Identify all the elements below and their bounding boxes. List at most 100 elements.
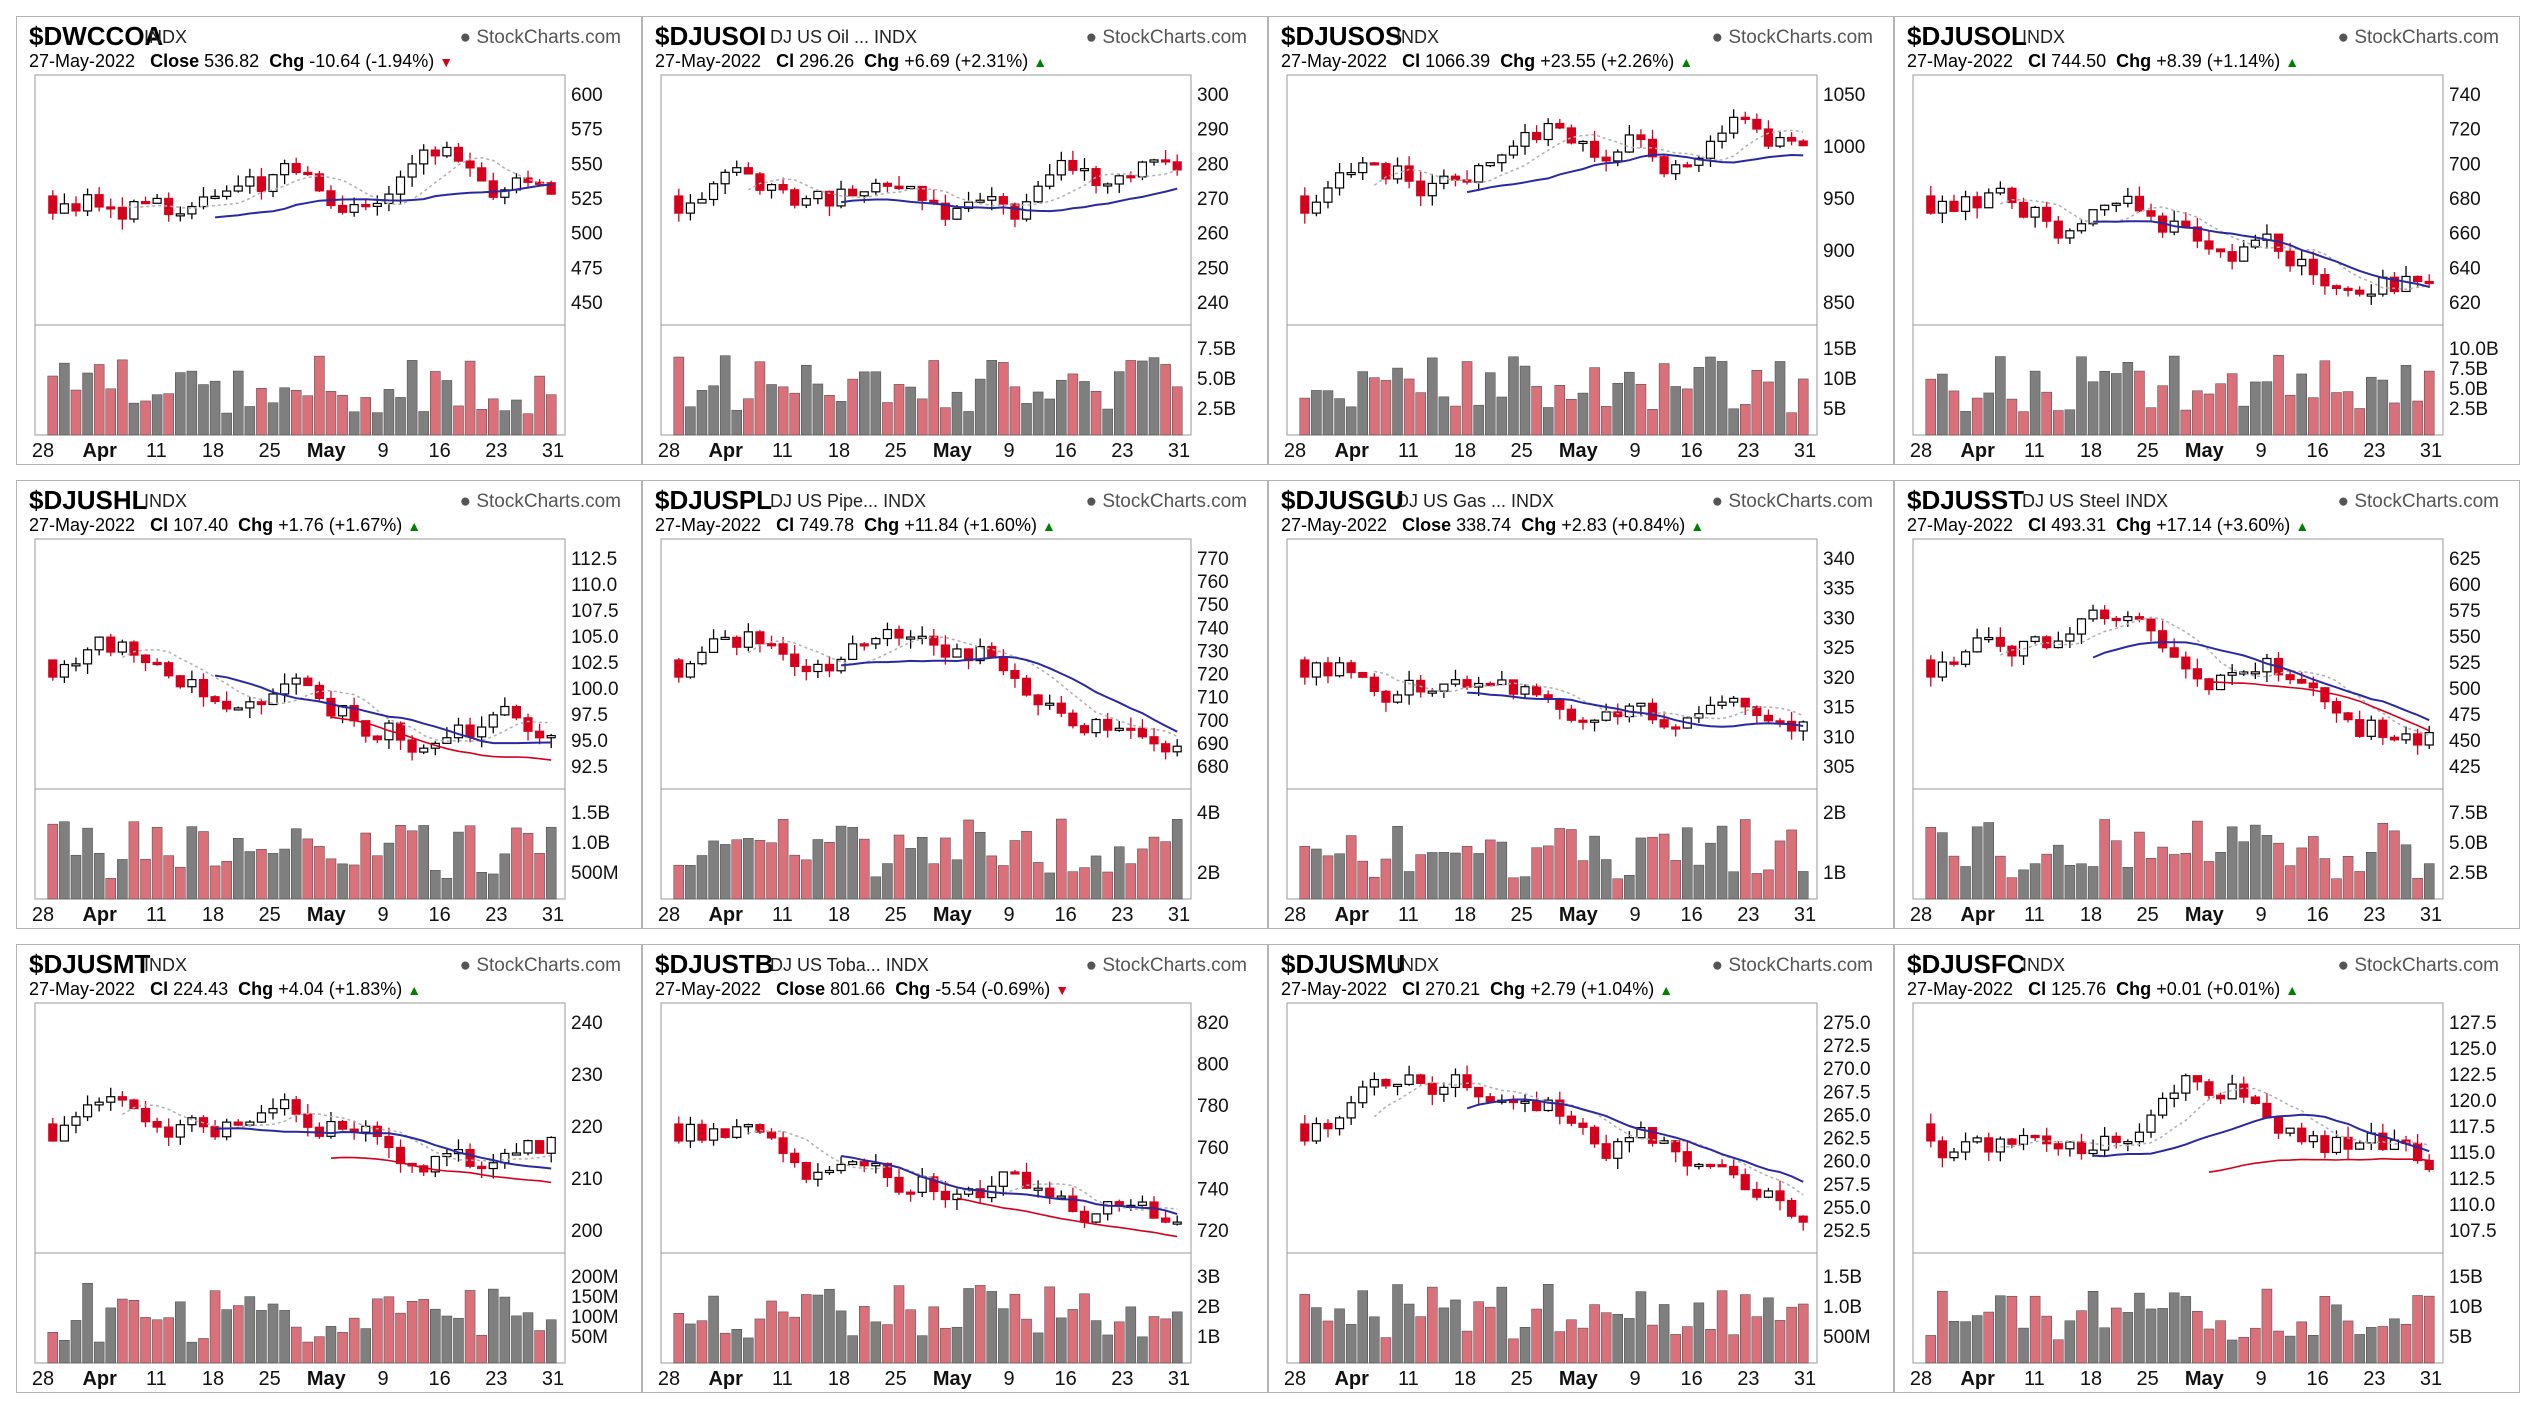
price-chart[interactable]: 820 800 780 760 740 720 3B 2B 1B 28 Apr 11 18 25 May 9 1… — [643, 945, 1269, 1394]
chart-panel[interactable]: $DJUSOL INDX ● StockCharts.com 27-May-2022 … — [1894, 16, 2520, 465]
candle-body — [917, 1176, 927, 1193]
y-tick-label: 315 — [1823, 698, 1855, 719]
candle-body — [268, 1107, 278, 1114]
brand-text: StockCharts.com — [476, 27, 621, 48]
triangle-up-icon: ▲ — [407, 518, 422, 534]
price-chart[interactable]: 1050 1000 950 900 850 15B 10B 5B 28 Apr 11 18 25 May 9… — [1269, 17, 1895, 466]
quote-info: 27-May-2022 Cl 270.21 Chg +2.79 (+1.04%)… — [1281, 979, 1673, 1000]
copyright-icon: ● — [1085, 955, 1098, 976]
candle-body — [2424, 732, 2434, 746]
stockcharts-brand[interactable]: ● StockCharts.com — [460, 955, 621, 977]
candle-body — [2331, 285, 2342, 290]
volume-bar — [1415, 1316, 1426, 1364]
stockcharts-brand[interactable]: ● StockCharts.com — [460, 491, 621, 513]
volume-bar — [801, 364, 812, 436]
stockcharts-brand[interactable]: ● StockCharts.com — [1712, 27, 1873, 49]
change-value: +2.83 (+0.84%) — [1561, 515, 1686, 535]
price-chart[interactable]: 300 290 280 270 260 250 240 7.5B 5.0B 2.5B 28 Apr 11… — [643, 17, 1269, 466]
volume-tick-label: 4B — [1197, 803, 1220, 824]
candle-body — [1694, 157, 1704, 166]
volume-bar — [441, 380, 453, 436]
volume-bar — [2319, 360, 2331, 436]
price-chart[interactable]: 127.5 125.0 122.5 120.0 117.5 115.0 112.5 110.0… — [1895, 945, 2521, 1394]
volume-bar — [940, 1327, 951, 1364]
y-tick-label: 1050 — [1823, 85, 1865, 106]
candle-body — [2297, 1127, 2307, 1143]
change-value: +8.39 (+1.14%) — [2156, 51, 2281, 71]
stockcharts-brand[interactable]: ● StockCharts.com — [460, 27, 621, 49]
price-chart[interactable]: 625 600 575 550 525 500 475 450 425 7.5B 5.0B 2.5B 2… — [1895, 481, 2521, 930]
volume-bar — [777, 386, 789, 436]
volume-bar — [1948, 390, 1960, 436]
chart-panel[interactable]: $DJUSOS INDX ● StockCharts.com 27-May-2022 … — [1268, 16, 1894, 465]
volume-bar — [1496, 396, 1508, 436]
volume-bar — [2099, 1327, 2110, 1364]
chart-panel[interactable]: $DJUSMU INDX ● StockCharts.com 27-May-2022 … — [1268, 944, 1894, 1393]
candle-body — [442, 146, 452, 157]
stockcharts-brand[interactable]: ● StockCharts.com — [1086, 491, 1247, 513]
plot-frame — [1286, 538, 1818, 900]
chart-panel[interactable]: $DJUSMT INDX ● StockCharts.com 27-May-2022 … — [16, 944, 642, 1393]
candle-body — [940, 644, 950, 658]
stockcharts-brand[interactable]: ● StockCharts.com — [2338, 955, 2499, 977]
chart-panel[interactable]: $DJUSFC INDX ● StockCharts.com 27-May-2022 … — [1894, 944, 2520, 1393]
candle-body — [952, 1193, 962, 1201]
stockcharts-brand[interactable]: ● StockCharts.com — [1086, 955, 1247, 977]
volume-bar — [534, 853, 545, 900]
candle-body — [1566, 708, 1576, 721]
volume-bar — [893, 384, 905, 436]
volume-bar — [2226, 826, 2238, 900]
stockcharts-brand[interactable]: ● StockCharts.com — [1086, 27, 1247, 49]
volume-bar — [1693, 367, 1705, 436]
candle-body — [2042, 206, 2052, 222]
x-tick-label: May — [307, 440, 347, 462]
candle-body — [453, 146, 464, 162]
stockcharts-brand[interactable]: ● StockCharts.com — [2338, 491, 2499, 513]
price-chart[interactable]: 112.5110.0107.5105.0102.5100.097.595.092… — [17, 481, 643, 930]
candle-body — [1103, 718, 1113, 731]
volume-tick-label: 10B — [1823, 369, 1857, 390]
volume-bar — [1056, 379, 1067, 436]
chart-panel[interactable]: $DJUSOI DJ US Oil ... INDX ● StockCharts.c… — [642, 16, 1268, 465]
chart-panel[interactable]: $DWCCOA INDX ● StockCharts.com 27-May-2022 … — [16, 16, 642, 465]
stockcharts-brand[interactable]: ● StockCharts.com — [1712, 955, 1873, 977]
y-tick-label: 730 — [1197, 641, 1229, 662]
candle-body — [1532, 131, 1542, 141]
ma-short-line — [748, 1129, 1178, 1211]
chart-panel[interactable]: $DJUSPL DJ US Pipe... INDX ● StockCharts.c… — [642, 480, 1268, 929]
volume-bar — [2215, 1320, 2226, 1364]
volume-bar — [430, 870, 441, 900]
volume-bar — [1438, 396, 1450, 436]
candle-body — [488, 1162, 498, 1170]
chart-panel[interactable]: $DJUSGU DJ US Gas ... INDX ● StockCharts.c… — [1268, 480, 1894, 929]
volume-bar — [1566, 1319, 1577, 1364]
volume-bar — [1682, 388, 1693, 436]
price-chart[interactable]: 600 575 550 525 500 475 450 28 Apr 11 18 25 May 9 16 23… — [17, 17, 643, 466]
index-description: DJ US Pipe... — [770, 491, 879, 511]
candle-body — [2076, 223, 2087, 232]
chart-panel[interactable]: $DJUSTB DJ US Toba... INDX ● StockCharts.c… — [642, 944, 1268, 1393]
close-value: 125.76 — [2051, 979, 2107, 999]
price-chart[interactable]: 740 720 700 680 660 640 620 10.0B7.5B5.0B2.5B 28… — [1895, 17, 2521, 466]
candle-body — [2413, 275, 2423, 283]
x-tick-label: 11 — [146, 904, 167, 926]
x-tick-label: 16 — [1681, 440, 1703, 462]
chart-panel[interactable]: $DJUSST DJ US Steel INDX ● StockCharts.com… — [1894, 480, 2520, 929]
volume-tick-label: 1.5B — [571, 803, 610, 824]
volume-bar — [325, 858, 337, 900]
volume-bar — [70, 854, 82, 900]
stockcharts-brand[interactable]: ● StockCharts.com — [2338, 27, 2499, 49]
candle-body — [326, 697, 336, 717]
candle-body — [1427, 690, 1437, 694]
y-tick-label: 240 — [1197, 293, 1229, 314]
volume-bar — [545, 394, 557, 436]
chart-panel[interactable]: $DJUSHL INDX ● StockCharts.com 27-May-2022 … — [16, 480, 642, 929]
x-tick-label: 25 — [259, 440, 281, 462]
price-chart[interactable]: 340 335 330 325 320 315 310 305 2B 1B 28 Apr 11 18 25 M… — [1269, 481, 1895, 930]
candle-body — [94, 194, 104, 208]
stockcharts-brand[interactable]: ● StockCharts.com — [1712, 491, 1873, 513]
candle-body — [1010, 669, 1020, 679]
